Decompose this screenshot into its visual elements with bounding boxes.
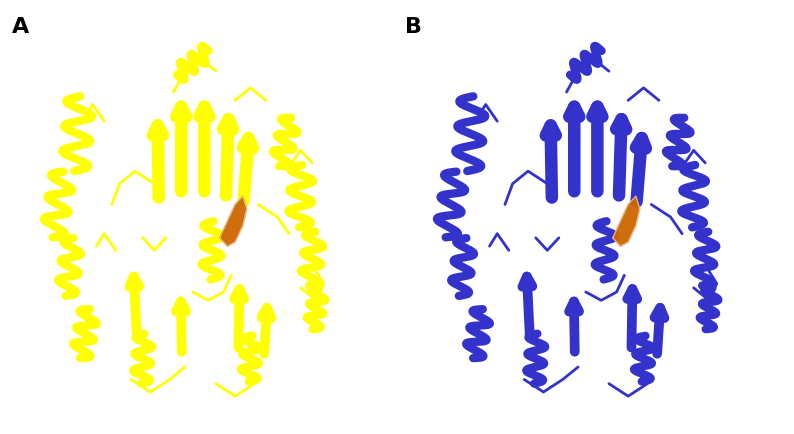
Polygon shape bbox=[220, 196, 247, 246]
Polygon shape bbox=[613, 196, 640, 246]
Text: A: A bbox=[12, 17, 29, 37]
Text: B: B bbox=[405, 17, 422, 37]
